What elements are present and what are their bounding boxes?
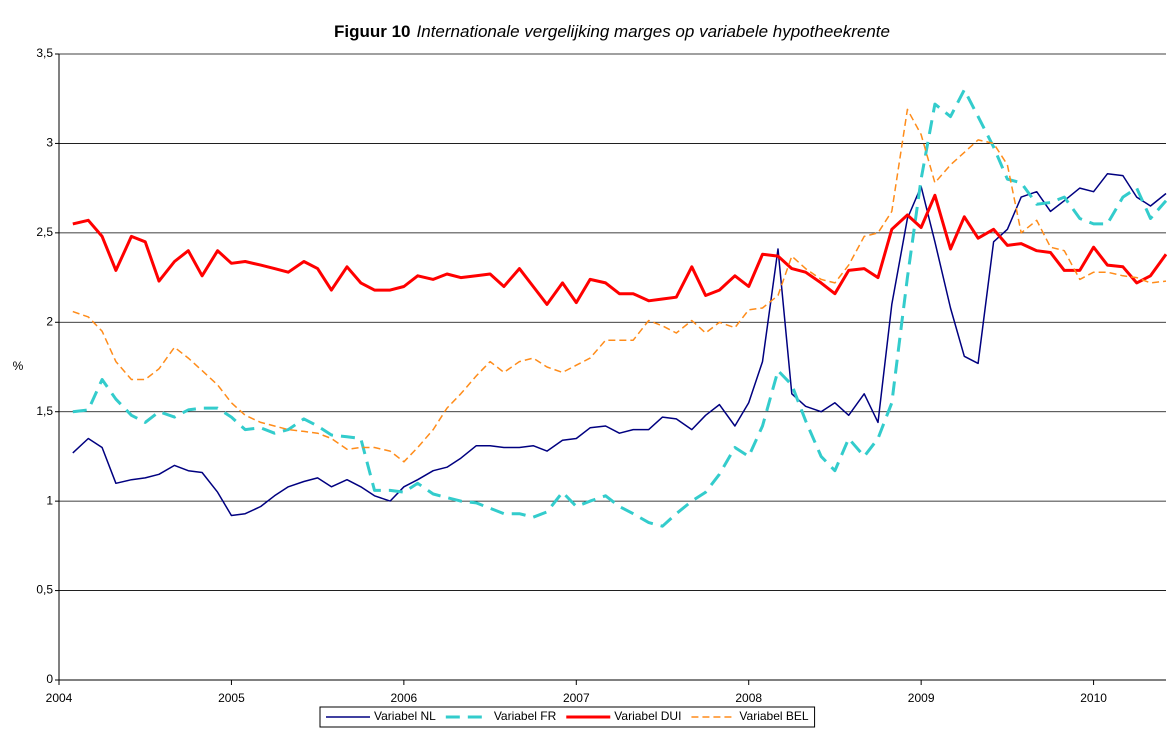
x-tick-label: 2006 bbox=[391, 691, 418, 705]
chart-title-group: Figuur 10 Internationale vergelijking mar… bbox=[334, 22, 890, 41]
legend-label: Variabel NL bbox=[374, 709, 436, 723]
data-line bbox=[72, 193, 1167, 306]
x-tick-label: 2008 bbox=[735, 691, 762, 705]
y-tick-label: 0 bbox=[46, 672, 53, 686]
data-line bbox=[72, 88, 1167, 528]
x-tick-label: 2004 bbox=[46, 691, 73, 705]
data-line bbox=[72, 173, 1167, 517]
y-tick-label: 1 bbox=[46, 493, 53, 507]
y-tick-label: 3,5 bbox=[36, 46, 53, 60]
y-tick-label: 1,5 bbox=[36, 404, 53, 418]
legend-label: Variabel FR bbox=[494, 709, 557, 723]
data-line bbox=[72, 108, 1167, 463]
x-tick-label: 2010 bbox=[1080, 691, 1107, 705]
x-tick-label: 2007 bbox=[563, 691, 590, 705]
chart-title: Figuur 10 bbox=[334, 22, 411, 41]
legend-label: Variabel BEL bbox=[739, 709, 808, 723]
x-tick-label: 2009 bbox=[908, 691, 935, 705]
legend: Variabel NL Variabel FR Variabel DUI Variab… bbox=[319, 706, 816, 728]
y-axis-label: % bbox=[13, 359, 24, 373]
chart-subtitle: Internationale vergelijking marges op va… bbox=[417, 22, 890, 41]
y-tick-label: 2 bbox=[46, 314, 53, 328]
y-tick-label: 0,5 bbox=[36, 583, 53, 597]
y-tick-label: 2,5 bbox=[36, 225, 53, 239]
y-tick-label: 3 bbox=[46, 136, 53, 150]
x-tick-label: 2005 bbox=[218, 691, 245, 705]
legend-label: Variabel DUI bbox=[614, 709, 681, 723]
